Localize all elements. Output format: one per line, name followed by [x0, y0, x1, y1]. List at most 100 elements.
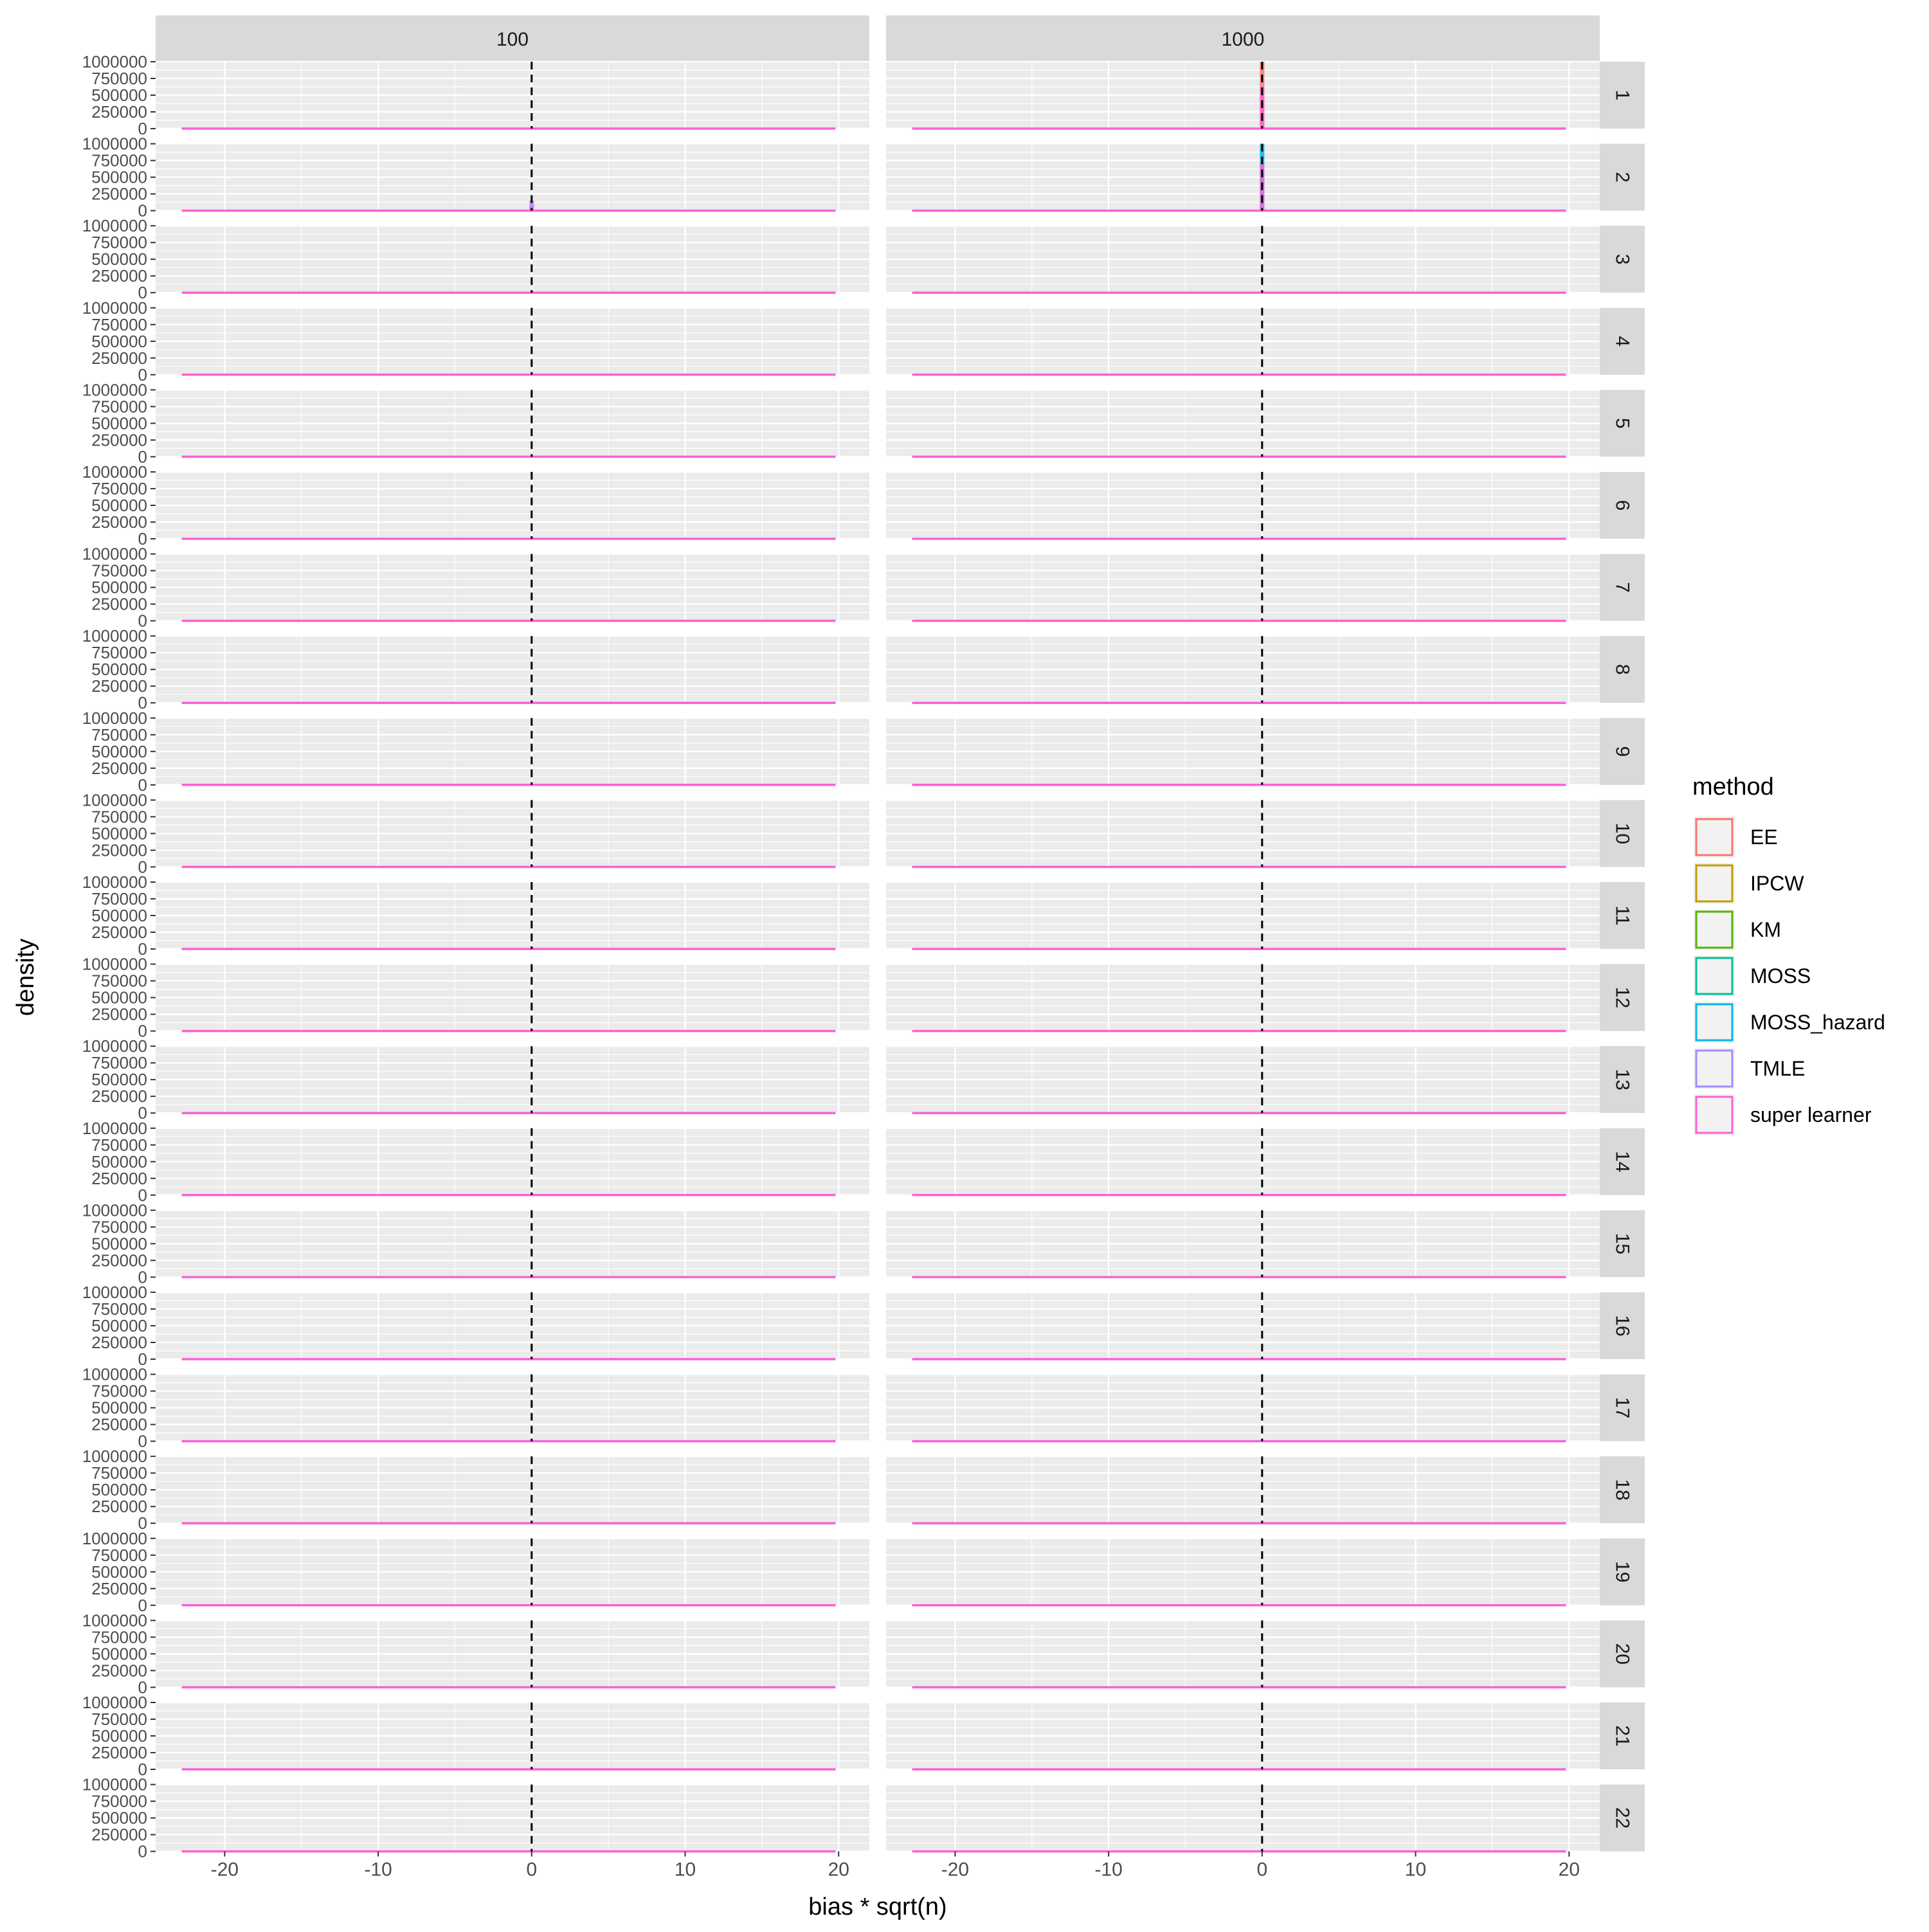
legend-item: super learner — [1694, 1094, 1872, 1135]
y-tick-label: 0 — [138, 1513, 147, 1533]
y-tick-label: 750000 — [91, 889, 147, 908]
y-tick-label: 1000000 — [82, 790, 147, 809]
column-strip — [156, 15, 869, 62]
y-tick-label: 250000 — [91, 1005, 147, 1024]
row-strip-label: 9 — [1612, 746, 1633, 757]
y-tick-label: 1000000 — [82, 216, 147, 235]
y-tick-label: 0 — [138, 365, 147, 384]
y-tick-label: 500000 — [91, 1070, 147, 1089]
facet-panel — [156, 553, 869, 622]
facet-panel — [886, 1783, 1600, 1853]
y-tick-label: 1000000 — [82, 545, 147, 564]
x-tick-label: -20 — [941, 1859, 969, 1881]
x-tick-label: 0 — [1256, 1859, 1267, 1881]
facet-panel — [156, 799, 869, 869]
facet-panel — [886, 1127, 1600, 1196]
facet-panel — [886, 1701, 1600, 1771]
x-tick-label: 0 — [526, 1859, 537, 1881]
y-tick-label: 750000 — [91, 1135, 147, 1155]
x-tick-label: 10 — [1405, 1859, 1426, 1881]
y-tick-label: 250000 — [91, 1661, 147, 1680]
facet-panel — [886, 1537, 1600, 1607]
y-tick-label: 250000 — [91, 185, 147, 204]
legend-label: super learner — [1750, 1103, 1872, 1126]
row-strip-label: 2 — [1612, 172, 1633, 183]
row-strip — [1600, 390, 1645, 457]
row-strip-label: 8 — [1612, 664, 1633, 675]
y-tick-label: 500000 — [91, 824, 147, 843]
legend-title: method — [1692, 773, 1774, 800]
legend-item: IPCW — [1694, 863, 1804, 904]
y-tick-label: 500000 — [91, 1316, 147, 1335]
y-tick-label: 750000 — [91, 725, 147, 745]
y-tick-label: 1000000 — [82, 955, 147, 974]
x-axis-title: bias * sqrt(n) — [808, 1893, 946, 1920]
y-tick-label: 250000 — [91, 1250, 147, 1270]
y-tick-label: 750000 — [91, 807, 147, 826]
row-strip — [1600, 636, 1645, 703]
y-tick-label: 250000 — [91, 759, 147, 778]
y-tick-label: 750000 — [91, 1299, 147, 1319]
x-tick-label: -20 — [211, 1859, 239, 1881]
y-tick-label: 750000 — [91, 1546, 147, 1565]
x-tick-label: -10 — [1094, 1859, 1122, 1881]
row-strip-label: 16 — [1612, 1315, 1633, 1336]
y-tick-label: 0 — [138, 201, 147, 221]
legend-key — [1695, 1003, 1734, 1042]
y-tick-label: 1000000 — [82, 1775, 147, 1794]
y-tick-label: 500000 — [91, 660, 147, 679]
legend: method EE IPCW KM MOSS MOSS_hazard TMLE super l… — [1692, 773, 1885, 1135]
y-tick-label: 0 — [138, 1267, 147, 1286]
y-tick-label: 500000 — [91, 1562, 147, 1582]
y-tick-label: 750000 — [91, 151, 147, 170]
panels: 100 1000102500005000007500001000000202500… — [82, 15, 1645, 1881]
y-tick-label: 750000 — [91, 315, 147, 334]
facet-panel — [156, 963, 869, 1033]
y-tick-label: 1000000 — [82, 1119, 147, 1138]
y-tick-label: 750000 — [91, 69, 147, 88]
legend-item: MOSS_hazard — [1694, 1002, 1885, 1043]
y-tick-label: 250000 — [91, 1497, 147, 1516]
row-strip-label: 7 — [1612, 582, 1633, 593]
row-strip-label: 22 — [1612, 1807, 1633, 1828]
legend-item: TMLE — [1694, 1048, 1805, 1089]
legend-item: KM — [1694, 909, 1781, 950]
y-tick-label: 0 — [138, 1022, 147, 1041]
row-strip-label: 14 — [1612, 1151, 1633, 1172]
row-strip-label: 4 — [1612, 336, 1633, 347]
row-strip-label: 5 — [1612, 418, 1633, 429]
y-tick-label: 1000000 — [82, 1036, 147, 1056]
y-tick-label: 250000 — [91, 1415, 147, 1434]
row-strip-label: 21 — [1612, 1725, 1633, 1746]
facet-panel — [886, 471, 1600, 540]
y-tick-label: 250000 — [91, 676, 147, 696]
y-tick-label: 0 — [138, 611, 147, 631]
density-spike — [529, 201, 534, 211]
row-strip — [1600, 718, 1645, 785]
row-strip-label: 17 — [1612, 1397, 1633, 1418]
facet-panel — [886, 1209, 1600, 1279]
y-tick-label: 0 — [138, 529, 147, 548]
y-tick-label: 250000 — [91, 266, 147, 285]
column-strip-label: 1000 — [1222, 29, 1265, 50]
y-tick-label: 250000 — [91, 923, 147, 942]
facet-panel — [156, 1701, 869, 1771]
x-tick-label: 20 — [828, 1859, 849, 1881]
